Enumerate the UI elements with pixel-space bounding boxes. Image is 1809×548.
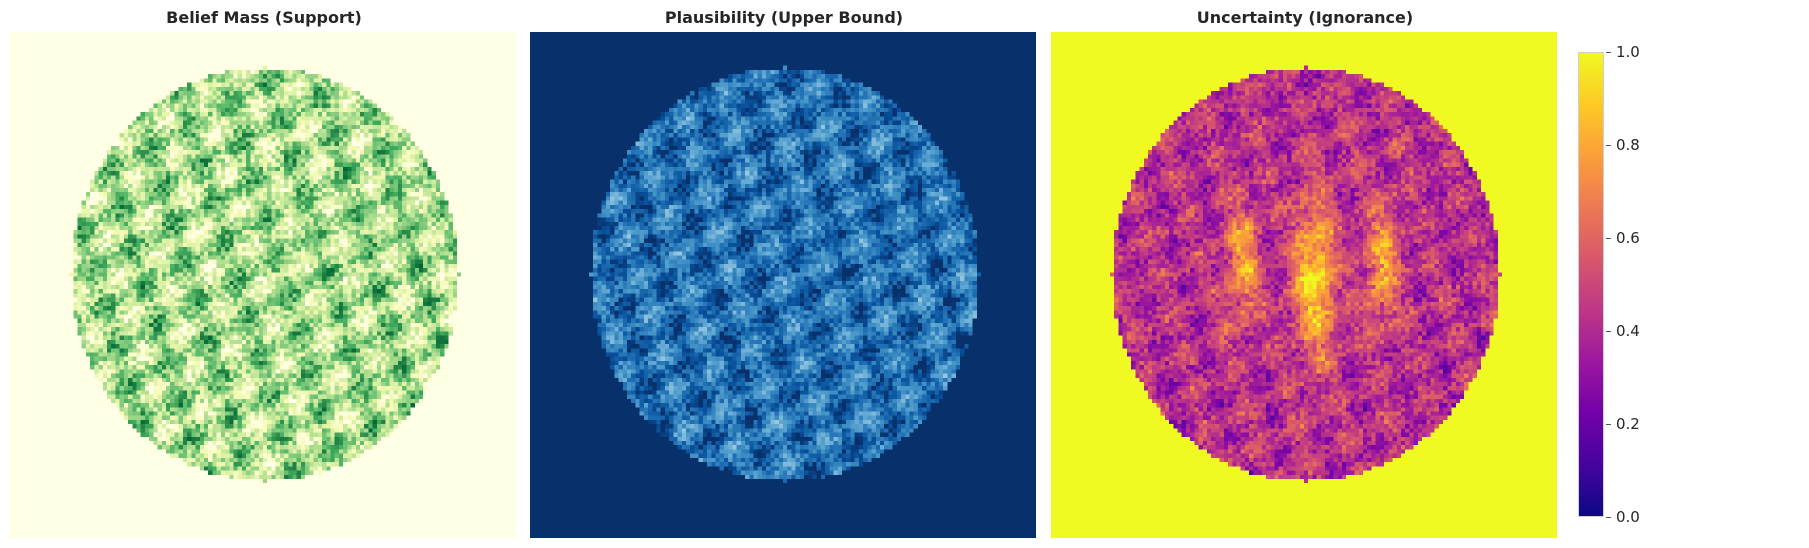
colorbar-tick-label: 0.0 xyxy=(1616,508,1640,526)
colorbar-tick-mark xyxy=(1606,52,1611,53)
colorbar-tick-label: 1.0 xyxy=(1616,43,1640,61)
uncertainty-panel: Uncertainty (Ignorance) 0.0 0.2 0.4 0.6 0.8 1… xyxy=(1041,0,1641,548)
colorbar-tick-mark xyxy=(1606,517,1611,518)
colorbar-tick-mark xyxy=(1606,145,1611,146)
plausibility-panel: Plausibility (Upper Bound) 0.00.20.40.60… xyxy=(520,0,1120,548)
colorbar-tick-label: 0.2 xyxy=(1616,415,1640,433)
belief-mass-title: Belief Mass (Support) xyxy=(166,8,362,27)
colorbar-tick-mark xyxy=(1606,238,1611,239)
plausibility-heatmap xyxy=(530,32,1036,538)
plausibility-title: Plausibility (Upper Bound) xyxy=(664,8,904,27)
colorbar-tick-label: 0.4 xyxy=(1616,322,1640,340)
colorbar-tick-mark xyxy=(1606,424,1611,425)
uncertainty-colorbar xyxy=(1578,52,1604,517)
belief-mass-panel: Belief Mass (Support) 0.00.20.40.60.81.0 xyxy=(0,0,600,548)
belief-mass-heatmap xyxy=(10,32,516,538)
colorbar-tick-label: 0.6 xyxy=(1616,229,1640,247)
colorbar-tick-label: 0.8 xyxy=(1616,136,1640,154)
uncertainty-heatmap xyxy=(1051,32,1557,538)
uncertainty-title: Uncertainty (Ignorance) xyxy=(1196,8,1414,27)
colorbar-tick-mark xyxy=(1606,331,1611,332)
